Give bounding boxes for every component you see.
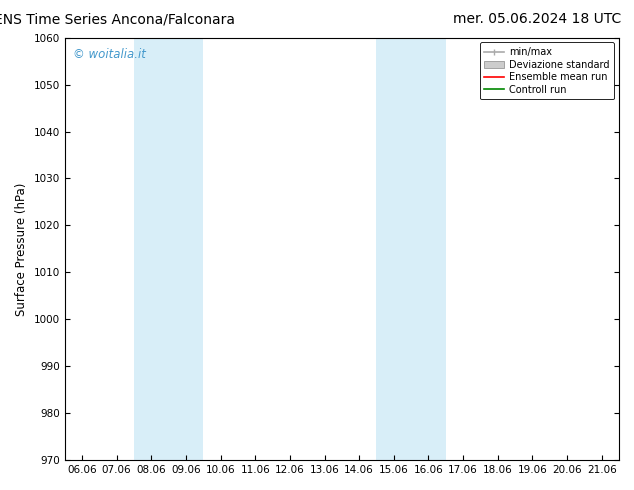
Legend: min/max, Deviazione standard, Ensemble mean run, Controll run: min/max, Deviazione standard, Ensemble m…: [479, 43, 614, 99]
Text: mer. 05.06.2024 18 UTC: mer. 05.06.2024 18 UTC: [453, 12, 621, 26]
Bar: [134, 38, 204, 460]
Text: ENS Time Series Ancona/Falconara: ENS Time Series Ancona/Falconara: [0, 12, 235, 26]
Y-axis label: Surface Pressure (hPa): Surface Pressure (hPa): [15, 182, 28, 316]
Bar: [377, 38, 446, 460]
Text: © woitalia.it: © woitalia.it: [73, 48, 146, 61]
